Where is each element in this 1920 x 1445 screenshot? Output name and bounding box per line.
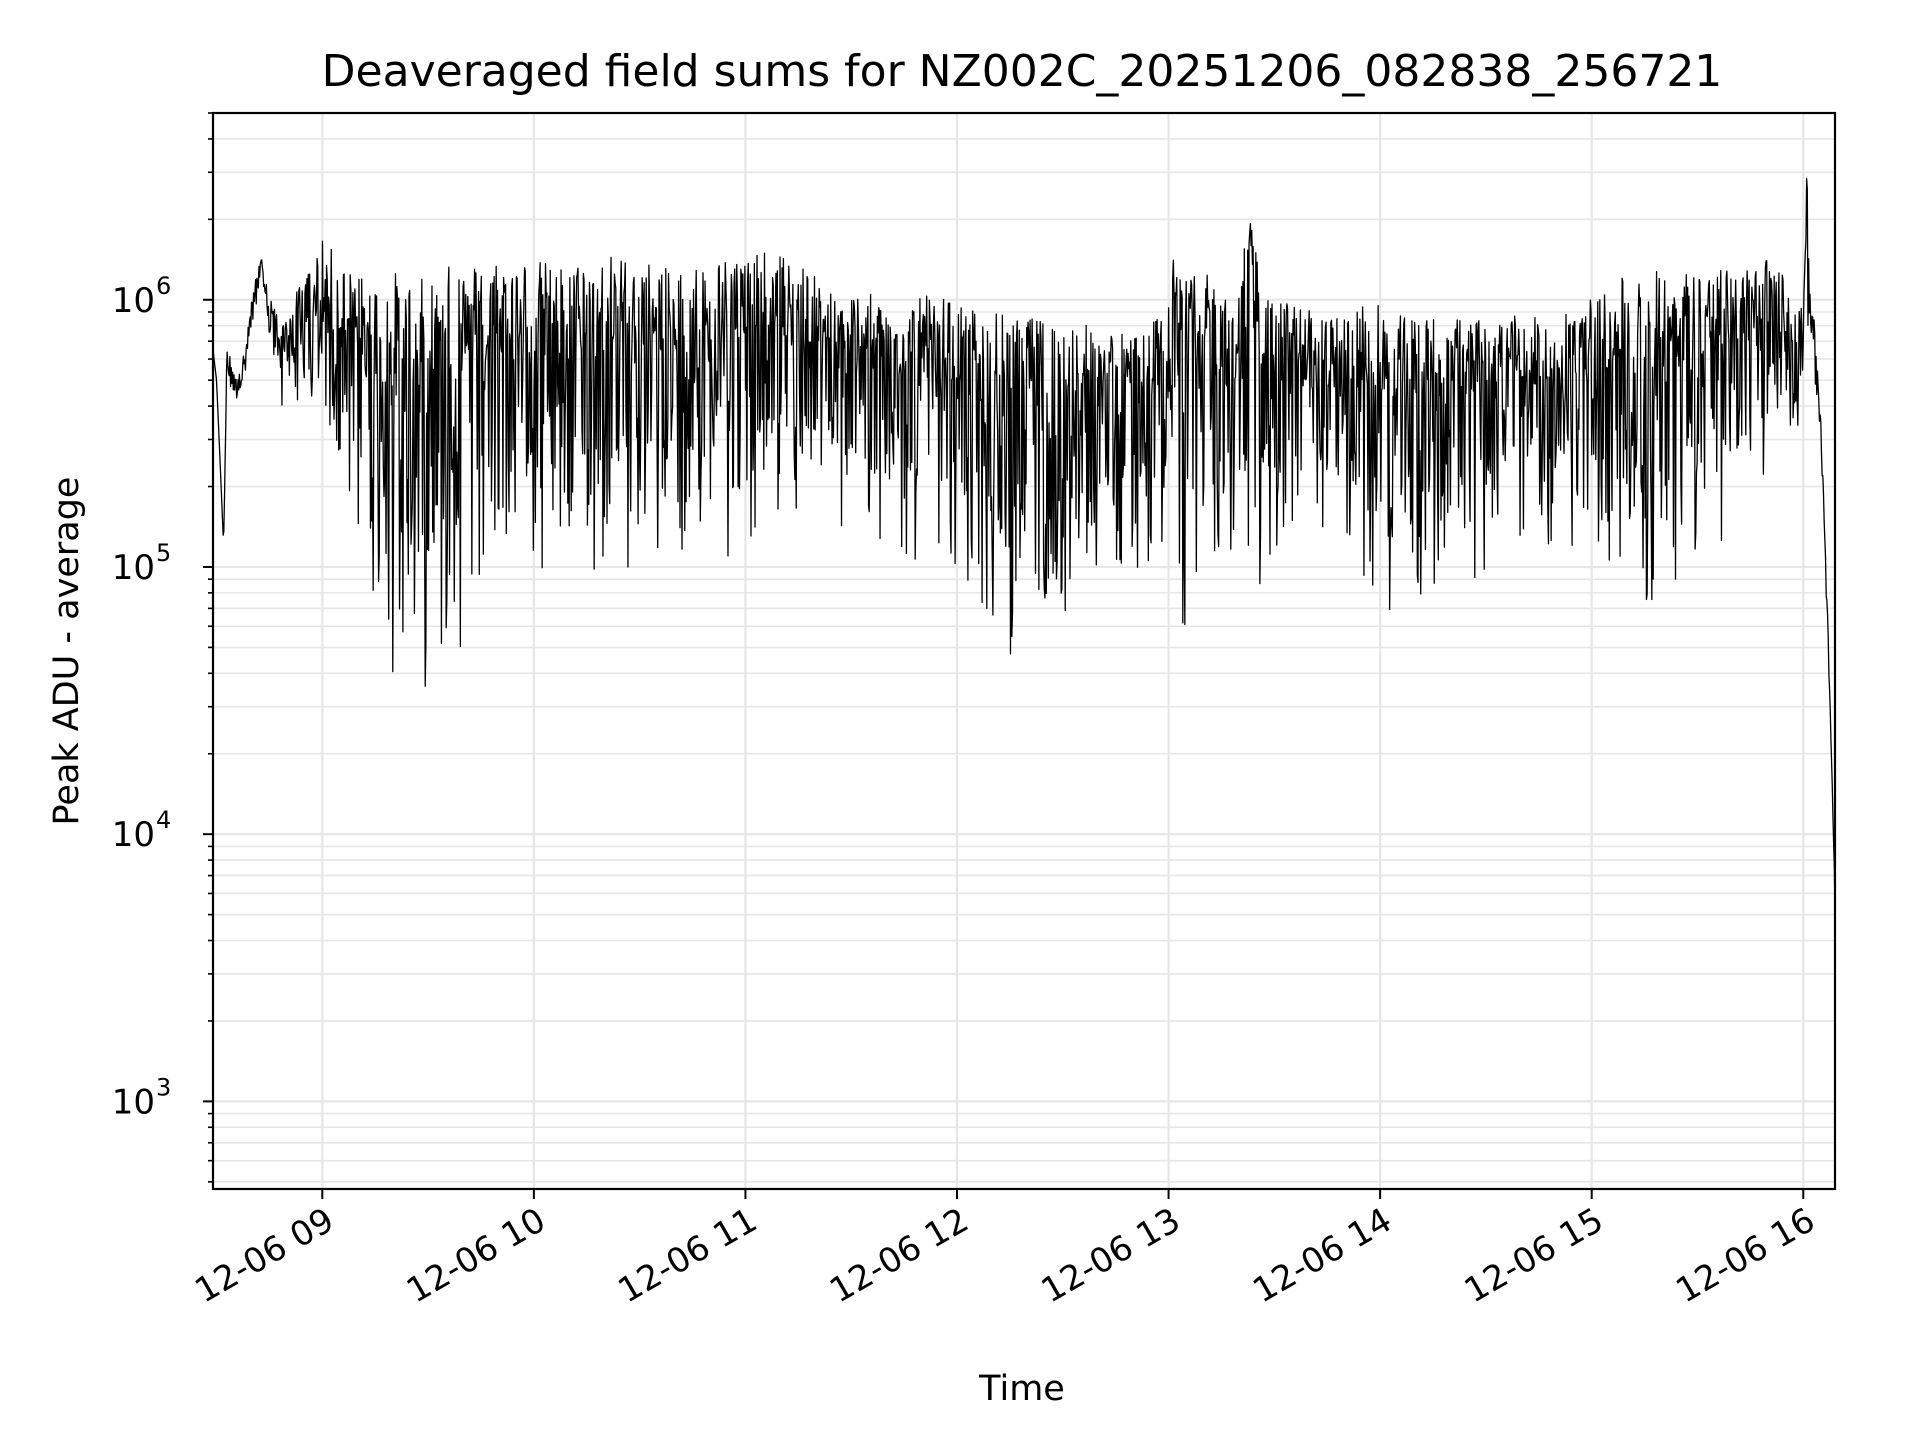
y-axis-label: Peak ADU - average — [47, 477, 87, 826]
y-tick-label: 10 — [112, 1082, 155, 1122]
x-axis-label: Time — [978, 1369, 1065, 1409]
data-layer — [212, 178, 1836, 908]
y-tick-label: 10 — [112, 548, 155, 588]
y-tick-label: 10 — [112, 815, 155, 855]
y-tick-label-exponent: 3 — [156, 1073, 171, 1101]
chart-title: Deaveraged field sums for NZ002C_2025120… — [322, 46, 1723, 97]
grid-layer — [213, 112, 1835, 1189]
y-tick-label-exponent: 4 — [156, 806, 171, 834]
y-tick-label-exponent: 5 — [156, 539, 171, 567]
data-series-line — [212, 178, 1836, 908]
y-tick-label-exponent: 6 — [156, 272, 171, 300]
y-tick-label: 10 — [112, 281, 155, 321]
plot-frame — [211, 111, 1837, 1191]
